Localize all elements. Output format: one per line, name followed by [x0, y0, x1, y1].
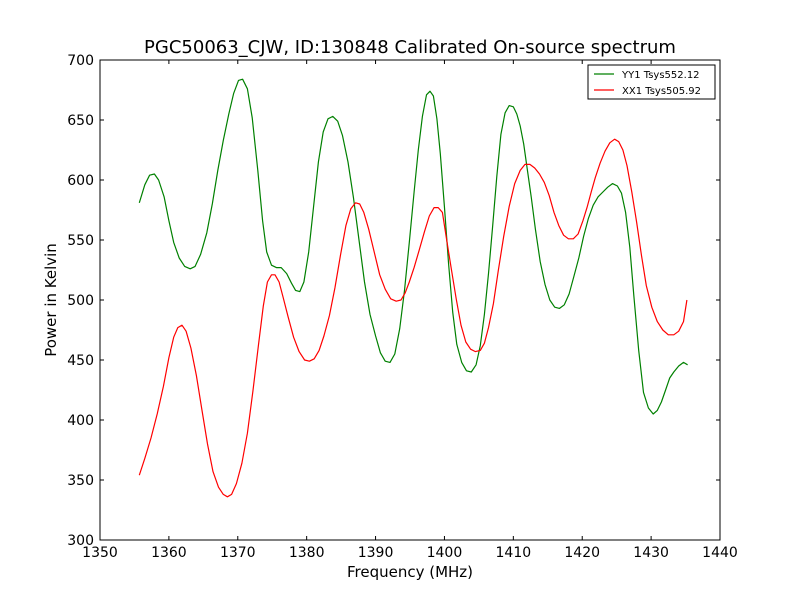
x-tick-label: 1370	[220, 545, 256, 561]
x-tick-label: 1410	[496, 545, 532, 561]
x-axis-label: Frequency (MHz)	[347, 563, 473, 581]
legend-label-xx1: XX1 Tsys505.92	[622, 86, 701, 97]
legend-box	[587, 64, 716, 100]
series-line-yy1	[138, 78, 688, 415]
y-tick-label: 500	[67, 293, 94, 309]
chart-title: PGC50063_CJW, ID:130848 Calibrated On-so…	[144, 37, 676, 58]
x-tick-label: 1400	[427, 545, 463, 561]
y-tick-label: 600	[67, 173, 94, 189]
y-tick-label: 550	[67, 233, 94, 249]
y-tick-label: 650	[67, 113, 94, 129]
y-tick-label: 700	[67, 53, 94, 69]
plot-frame	[99, 59, 721, 541]
x-tick-label: 1430	[633, 545, 669, 561]
x-tick-label: 1360	[151, 545, 187, 561]
legend: YY1 Tsys552.12 XX1 Tsys505.92	[587, 64, 716, 100]
tick-layer: 1350 1360 1370 1380 1390 1400 1410 1420 1430 1440…	[67, 53, 738, 561]
series-line-xx1	[138, 138, 688, 498]
y-tick-label: 400	[67, 413, 94, 429]
x-tick-label: 1440	[702, 545, 738, 561]
y-tick-label: 450	[67, 353, 94, 369]
plot-area	[100, 60, 720, 540]
x-tick-label: 1390	[358, 545, 394, 561]
y-tick-label: 300	[67, 533, 94, 549]
series-layer	[138, 78, 688, 498]
x-tick-label: 1350	[82, 545, 118, 561]
y-axis-label: Power in Kelvin	[42, 243, 60, 357]
x-tick-label: 1380	[289, 545, 325, 561]
y-tick-label: 350	[67, 473, 94, 489]
legend-label-yy1: YY1 Tsys552.12	[621, 70, 700, 81]
x-tick-label: 1420	[564, 545, 600, 561]
